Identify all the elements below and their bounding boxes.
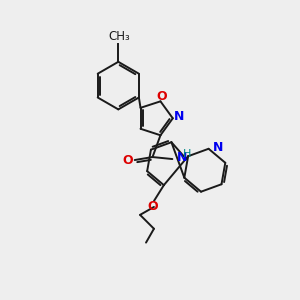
Text: O: O <box>122 154 133 166</box>
Text: N: N <box>177 151 188 164</box>
Text: O: O <box>148 200 158 213</box>
Text: N: N <box>213 141 223 154</box>
Text: O: O <box>156 90 167 103</box>
Text: N: N <box>173 110 184 123</box>
Text: CH₃: CH₃ <box>108 30 130 43</box>
Text: H: H <box>183 149 192 159</box>
